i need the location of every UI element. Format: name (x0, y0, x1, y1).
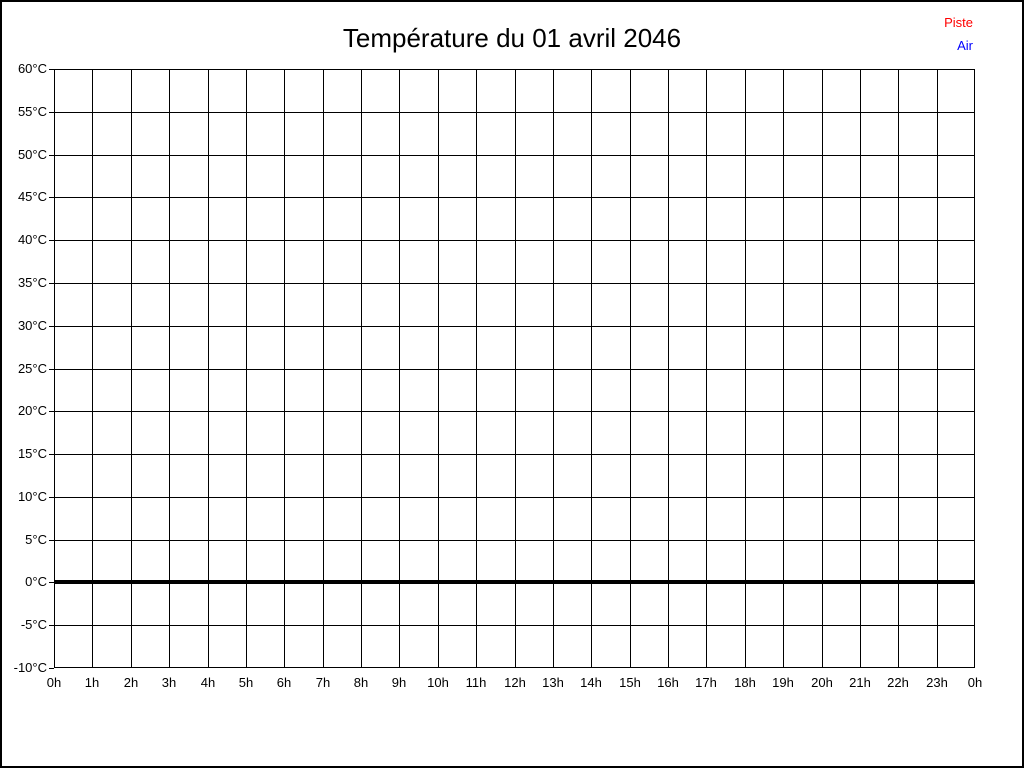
gridline-vertical (860, 69, 861, 668)
y-tick-label: 15°C (17, 446, 47, 461)
gridline-vertical (323, 69, 324, 668)
x-tick-label: 15h (619, 675, 641, 690)
gridline-vertical (399, 69, 400, 668)
y-axis-tick (49, 540, 54, 541)
gridline-horizontal (54, 497, 975, 498)
gridline-vertical (131, 69, 132, 668)
gridline-vertical (706, 69, 707, 668)
x-tick-label: 17h (695, 675, 717, 690)
y-tick-label: 40°C (17, 232, 47, 247)
x-tick-label: 6h (276, 675, 292, 690)
x-tick-label: 4h (200, 675, 216, 690)
gridline-vertical (668, 69, 669, 668)
gridline-horizontal (54, 540, 975, 541)
x-tick-label: 5h (238, 675, 254, 690)
x-tick-label: 8h (353, 675, 369, 690)
y-axis-tick (49, 155, 54, 156)
y-axis-tick (49, 112, 54, 113)
gridline-vertical (515, 69, 516, 668)
y-tick-label: 10°C (17, 489, 47, 504)
gridline-vertical (92, 69, 93, 668)
x-tick-label: 14h (580, 675, 602, 690)
x-tick-label: 18h (734, 675, 756, 690)
gridline-horizontal (54, 283, 975, 284)
gridline-vertical (783, 69, 784, 668)
x-tick-label: 1h (84, 675, 100, 690)
y-tick-label: 55°C (17, 104, 47, 119)
y-tick-label: 30°C (17, 318, 47, 333)
y-axis-tick (49, 197, 54, 198)
gridline-vertical (476, 69, 477, 668)
x-tick-label: 3h (161, 675, 177, 690)
x-tick-label: 0h (967, 675, 983, 690)
x-tick-label: 13h (542, 675, 564, 690)
gridline-horizontal (54, 240, 975, 241)
y-tick-label: 20°C (17, 403, 47, 418)
x-tick-label: 20h (811, 675, 833, 690)
gridline-vertical (745, 69, 746, 668)
x-tick-label: 19h (772, 675, 794, 690)
chart-legend: Piste Air (944, 11, 973, 57)
y-tick-label: 35°C (17, 275, 47, 290)
x-tick-label: 12h (504, 675, 526, 690)
x-tick-label: 22h (887, 675, 909, 690)
y-axis-tick (49, 497, 54, 498)
gridline-horizontal (54, 197, 975, 198)
y-axis-tick (49, 625, 54, 626)
x-tick-label: 21h (849, 675, 871, 690)
y-tick-label: 25°C (17, 361, 47, 376)
y-tick-label: -5°C (20, 617, 47, 632)
y-axis-tick (49, 283, 54, 284)
x-tick-label: 9h (391, 675, 407, 690)
gridline-horizontal (54, 155, 975, 156)
gridline-vertical (284, 69, 285, 668)
y-axis-tick (49, 582, 54, 583)
y-axis-tick (49, 69, 54, 70)
gridline-vertical (553, 69, 554, 668)
gridline-vertical (246, 69, 247, 668)
legend-item-piste: Piste (944, 15, 973, 30)
y-tick-label: 60°C (17, 61, 47, 76)
y-axis-tick (49, 326, 54, 327)
x-tick-label: 2h (123, 675, 139, 690)
x-tick-label: 0h (46, 675, 62, 690)
x-tick-label: 16h (657, 675, 679, 690)
y-tick-label: 5°C (25, 532, 47, 547)
y-axis-tick (49, 240, 54, 241)
gridline-vertical (591, 69, 592, 668)
x-tick-label: 11h (465, 675, 487, 690)
y-tick-label: -10°C (13, 660, 47, 675)
y-tick-label: 0°C (25, 574, 47, 589)
gridline-horizontal (54, 454, 975, 455)
y-axis-tick (49, 369, 54, 370)
x-tick-label: 23h (926, 675, 948, 690)
legend-item-air: Air (957, 38, 973, 53)
gridline-vertical (898, 69, 899, 668)
gridline-vertical (208, 69, 209, 668)
gridline-vertical (438, 69, 439, 668)
gridline-horizontal (54, 112, 975, 113)
chart-title: Température du 01 avril 2046 (342, 23, 682, 53)
gridline-vertical (169, 69, 170, 668)
y-axis-tick (49, 411, 54, 412)
gridline-vertical (937, 69, 938, 668)
y-axis-tick (49, 454, 54, 455)
gridline-horizontal (54, 369, 975, 370)
gridline-horizontal (54, 411, 975, 412)
y-tick-label: 45°C (17, 189, 47, 204)
x-tick-label: 10h (427, 675, 449, 690)
gridline-vertical (630, 69, 631, 668)
y-axis-tick (49, 668, 54, 669)
gridline-horizontal (54, 625, 975, 626)
y-tick-label: 50°C (17, 147, 47, 162)
gridline-vertical (822, 69, 823, 668)
x-tick-label: 7h (315, 675, 331, 690)
plot-border (54, 69, 975, 668)
zero-line (54, 580, 975, 584)
gridline-horizontal (54, 326, 975, 327)
gridline-vertical (361, 69, 362, 668)
